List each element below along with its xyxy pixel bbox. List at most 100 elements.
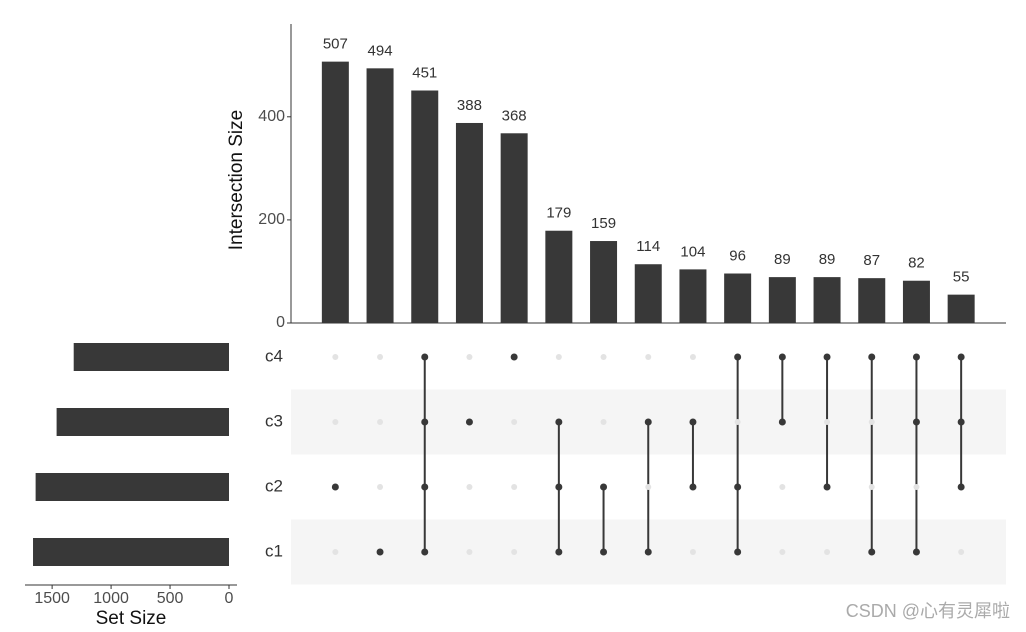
matrix-dot [421,548,429,556]
bar-label: 89 [774,251,791,268]
set-label: c2 [265,476,283,495]
matrix-dot-empty [332,549,339,555]
matrix-dot-empty [466,354,473,360]
matrix-dot-empty [466,549,473,555]
matrix-dot [510,353,518,361]
bar-label: 104 [680,243,705,260]
matrix-dot [689,418,697,426]
matrix-dot-empty [600,419,607,425]
bar [321,61,349,324]
matrix-dot-empty [868,484,875,490]
matrix-dot [465,418,473,426]
matrix-dot [734,353,742,361]
matrix-dot [957,418,965,426]
matrix-dot-empty [689,549,696,555]
matrix-dot [912,548,920,556]
bar [500,133,528,323]
matrix-dot [823,353,831,361]
bar-label: 507 [323,36,348,53]
set-tick-label: 1500 [34,590,70,607]
set-label: c4 [265,346,283,365]
matrix-dot [421,353,429,361]
matrix-dot-empty [332,354,339,360]
bar-label: 494 [368,42,393,59]
set-bar [35,473,229,501]
set-bar [33,538,230,566]
set-tick-label: 0 [225,590,234,607]
matrix-dot-empty [734,419,741,425]
matrix-dot [912,418,920,426]
set-label: c1 [265,541,283,560]
matrix-dot-empty [511,549,518,555]
y-axis-title: Intersection Size [226,110,247,250]
matrix-dot [600,548,608,556]
matrix-dot-empty [689,354,696,360]
bar-label: 87 [863,252,880,269]
bar-label: 96 [729,247,746,264]
bar [813,277,841,323]
matrix-dot [778,353,786,361]
set-tick-label: 500 [157,590,184,607]
matrix-dot [376,548,384,556]
matrix-dot-empty [645,484,652,490]
matrix-dot [421,418,429,426]
matrix-dot [868,548,876,556]
matrix-dot-empty [377,419,384,425]
bar [545,230,573,323]
matrix-dot [644,548,652,556]
bar-label: 89 [819,251,836,268]
y-tick-label: 0 [276,314,285,331]
bar [590,241,618,323]
bar-label: 82 [908,255,925,272]
matrix-dot [957,483,965,491]
x-axis-title: Set Size [96,608,167,629]
matrix-dot-empty [600,354,607,360]
matrix-dot [912,353,920,361]
matrix-dot-empty [824,549,831,555]
bar-label: 114 [636,238,660,255]
bar-label: 179 [546,205,571,222]
matrix-dot [778,418,786,426]
y-tick-label: 200 [258,211,285,228]
matrix-dot-empty [377,484,384,490]
matrix-dot-empty [824,419,831,425]
matrix-dot [600,483,608,491]
bar [366,68,394,324]
matrix-dot-empty [332,419,339,425]
matrix-dot [555,483,563,491]
bar [902,280,930,323]
bar-label: 368 [502,107,527,124]
matrix-dot [734,548,742,556]
bar-label: 159 [591,215,616,232]
matrix-dot-empty [511,419,518,425]
matrix-dot [957,353,965,361]
matrix-dot-empty [913,484,920,490]
bar [455,122,483,323]
matrix-dot-empty [779,549,786,555]
watermark: CSDN @心有灵犀啦 [846,601,1010,621]
matrix-dot [734,483,742,491]
set-tick-label: 1000 [93,590,129,607]
bar [679,269,707,323]
bar [411,90,439,323]
matrix-dot-empty [466,484,473,490]
matrix-dot-empty [377,354,384,360]
matrix-dot [644,418,652,426]
matrix-dot-empty [645,354,652,360]
matrix-dot [421,483,429,491]
bar [768,277,796,323]
matrix-dot [868,353,876,361]
y-tick-label: 400 [258,108,285,125]
set-label: c3 [265,411,283,430]
bar-label: 451 [412,64,437,81]
bar-label: 55 [953,269,970,286]
matrix-dot-empty [511,484,518,490]
bar [947,294,975,323]
matrix-dot [555,418,563,426]
matrix-dot [689,483,697,491]
matrix-dot-empty [555,354,562,360]
bar [858,278,886,323]
set-bar [56,408,230,436]
matrix-dot [555,548,563,556]
